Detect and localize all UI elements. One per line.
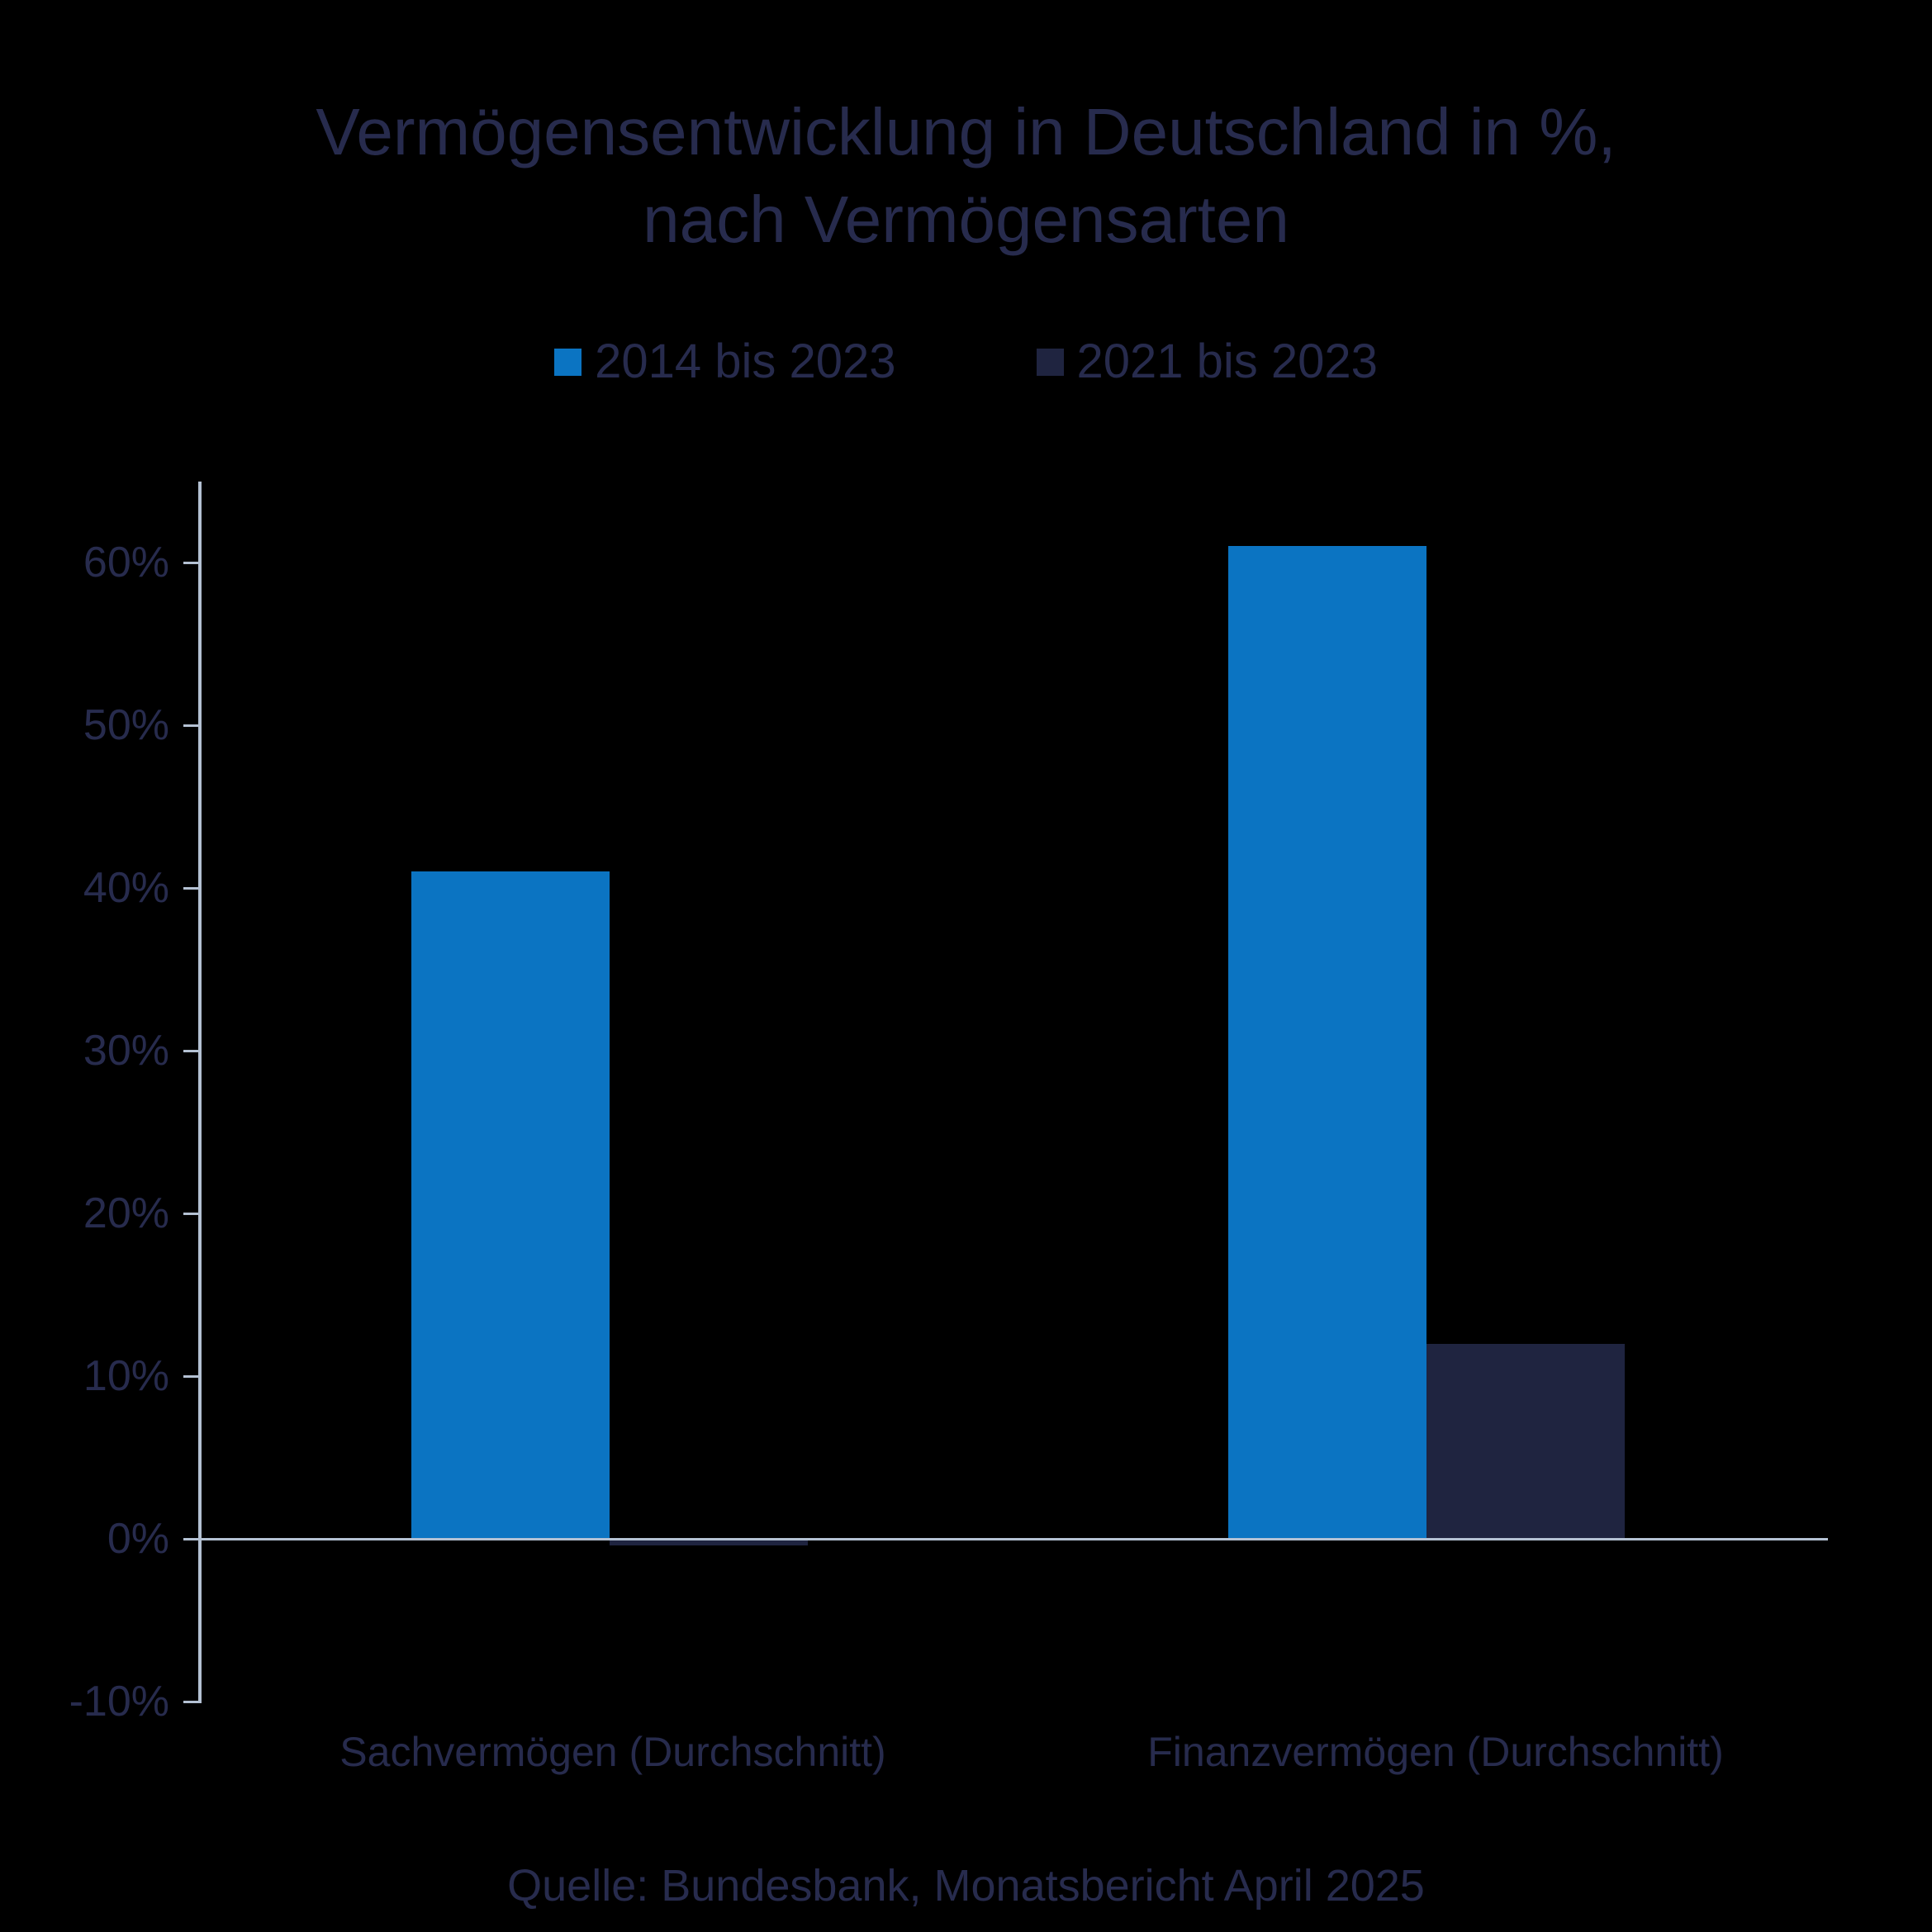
- y-axis-line: [198, 482, 202, 1703]
- legend-item-2014-bis-2023: 2014 bis 2023: [554, 335, 896, 389]
- chart-title-line1: Vermögensentwicklung in Deutschland in %…: [316, 95, 1616, 169]
- chart-title: Vermögensentwicklung in Deutschland in %…: [0, 88, 1932, 263]
- y-tick-label-20: 20%: [83, 1189, 169, 1237]
- source-note: Quelle: Bundesbank, Monatsbericht April …: [507, 1861, 1425, 1911]
- y-tick-label-40: 40%: [83, 864, 169, 912]
- y-tick-label-60: 60%: [83, 539, 169, 586]
- legend-label-2021-bis-2023: 2021 bis 2023: [1076, 335, 1378, 388]
- y-tick-30: [183, 1050, 198, 1052]
- y-tick-60: [183, 562, 198, 564]
- y-tick-0: [183, 1538, 198, 1540]
- bar-sachvermoegen-durchschnitt-2021-bis-2023: [610, 1540, 808, 1545]
- legend: 2014 bis 2023 2021 bis 2023: [0, 335, 1932, 389]
- legend-swatch-2014-bis-2023: [554, 348, 582, 376]
- x-label-finanzvermoegen: Finanzvermögen (Durchschnitt): [1147, 1729, 1724, 1775]
- chart-title-line2: nach Vermögensarten: [643, 183, 1289, 256]
- y-tick-label-50: 50%: [83, 701, 169, 749]
- y-tick--10: [183, 1701, 198, 1703]
- legend-swatch-2021-bis-2023: [1036, 348, 1064, 376]
- y-tick-label--10: -10%: [69, 1678, 169, 1726]
- legend-item-2021-bis-2023: 2021 bis 2023: [1036, 335, 1378, 389]
- y-tick-label-0: 0%: [107, 1515, 169, 1563]
- bar-finanzvermoegen-durchschnitt-2021-bis-2023: [1426, 1343, 1625, 1539]
- x-label-sachvermoegen: Sachvermögen (Durchschnitt): [339, 1729, 886, 1775]
- y-tick-label-10: 10%: [83, 1352, 169, 1400]
- y-tick-10: [183, 1375, 198, 1378]
- y-tick-50: [183, 724, 198, 727]
- legend-label-2014-bis-2023: 2014 bis 2023: [595, 335, 896, 388]
- y-tick-20: [183, 1213, 198, 1215]
- bar-finanzvermoegen-durchschnitt-2014-bis-2023: [1228, 546, 1426, 1539]
- bar-sachvermoegen-durchschnitt-2014-bis-2023: [411, 871, 610, 1539]
- x-axis-zero-line: [198, 1538, 1828, 1540]
- y-tick-40: [183, 887, 198, 890]
- y-tick-label-30: 30%: [83, 1027, 169, 1075]
